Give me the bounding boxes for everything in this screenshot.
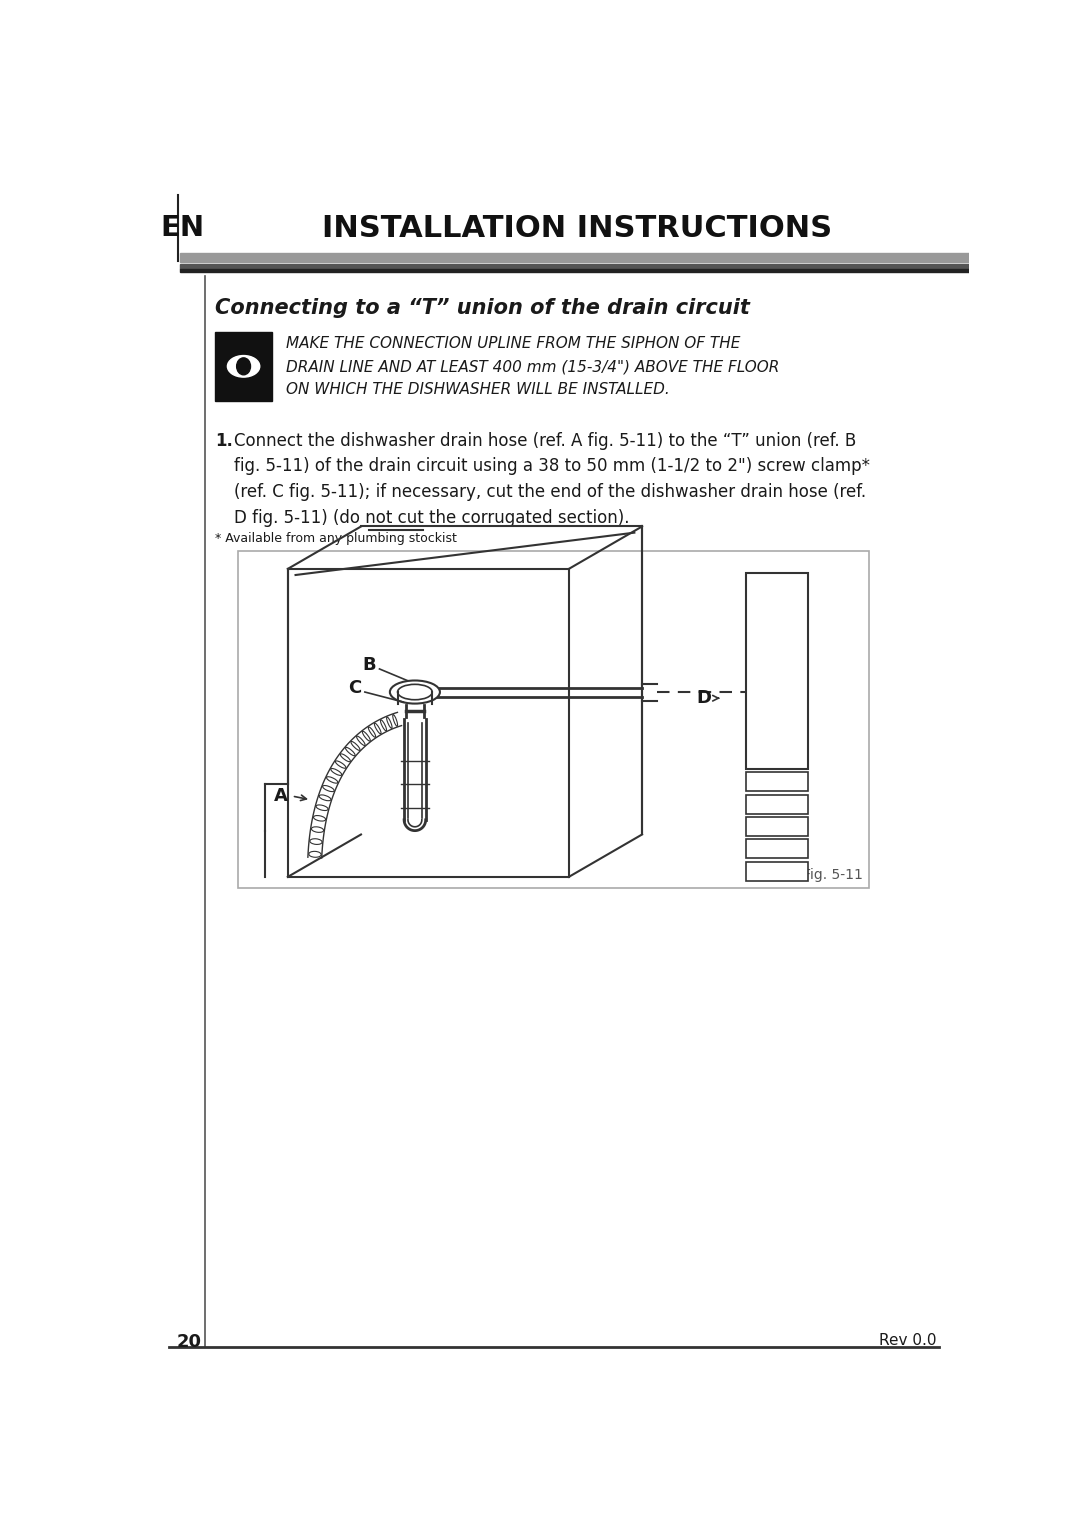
Ellipse shape [380,720,387,731]
Text: EN: EN [161,214,205,242]
Text: MAKE THE CONNECTION UPLINE FROM THE SIPHON OF THE
DRAIN LINE AND AT LEAST 400 mm: MAKE THE CONNECTION UPLINE FROM THE SIPH… [285,337,779,397]
Bar [138,184,970,222]
Ellipse shape [316,804,328,810]
Text: Connecting to a “T” union of the drain circuit: Connecting to a “T” union of the drain c… [215,297,750,317]
Ellipse shape [228,355,260,377]
Ellipse shape [351,741,360,751]
Ellipse shape [311,827,324,832]
Text: * Available from any plumbing stockist: * Available from any plumbing stockist [215,532,457,545]
Ellipse shape [397,685,432,700]
Ellipse shape [390,680,440,703]
Ellipse shape [375,723,381,734]
Bar [215,332,272,401]
Text: Connect the dishwasher drain hose (ref. A fig. 5-11) to the “T” union (ref. B
fi: Connect the dishwasher drain hose (ref. … [234,432,870,527]
Ellipse shape [330,769,341,775]
Ellipse shape [313,815,325,821]
Ellipse shape [309,852,321,858]
Ellipse shape [368,726,376,737]
Bar [746,840,808,858]
Text: Fig. 5-11: Fig. 5-11 [804,869,863,882]
Bar [180,264,969,268]
Bar [746,795,808,813]
Text: Rev 0.0: Rev 0.0 [879,1333,937,1348]
Bar [180,253,969,262]
Bar [746,573,808,769]
Ellipse shape [326,777,338,783]
Ellipse shape [363,731,370,741]
Text: 1.: 1. [215,432,232,450]
Text: A: A [274,787,288,804]
Ellipse shape [323,786,334,792]
Text: INSTALLATION INSTRUCTIONS: INSTALLATION INSTRUCTIONS [322,214,832,244]
Text: 20: 20 [176,1333,201,1351]
Ellipse shape [393,714,397,726]
Ellipse shape [336,761,346,768]
Text: B: B [363,656,377,674]
Bar [746,817,808,836]
Bar [746,772,808,792]
Bar [746,861,808,881]
Ellipse shape [237,358,251,375]
Ellipse shape [320,795,330,801]
Ellipse shape [346,748,355,755]
Text: D: D [697,689,712,708]
Text: C: C [348,679,361,697]
Ellipse shape [356,735,365,746]
Ellipse shape [310,838,322,844]
Ellipse shape [387,717,392,728]
Ellipse shape [340,754,350,761]
Bar [180,268,969,273]
Bar [238,552,869,889]
